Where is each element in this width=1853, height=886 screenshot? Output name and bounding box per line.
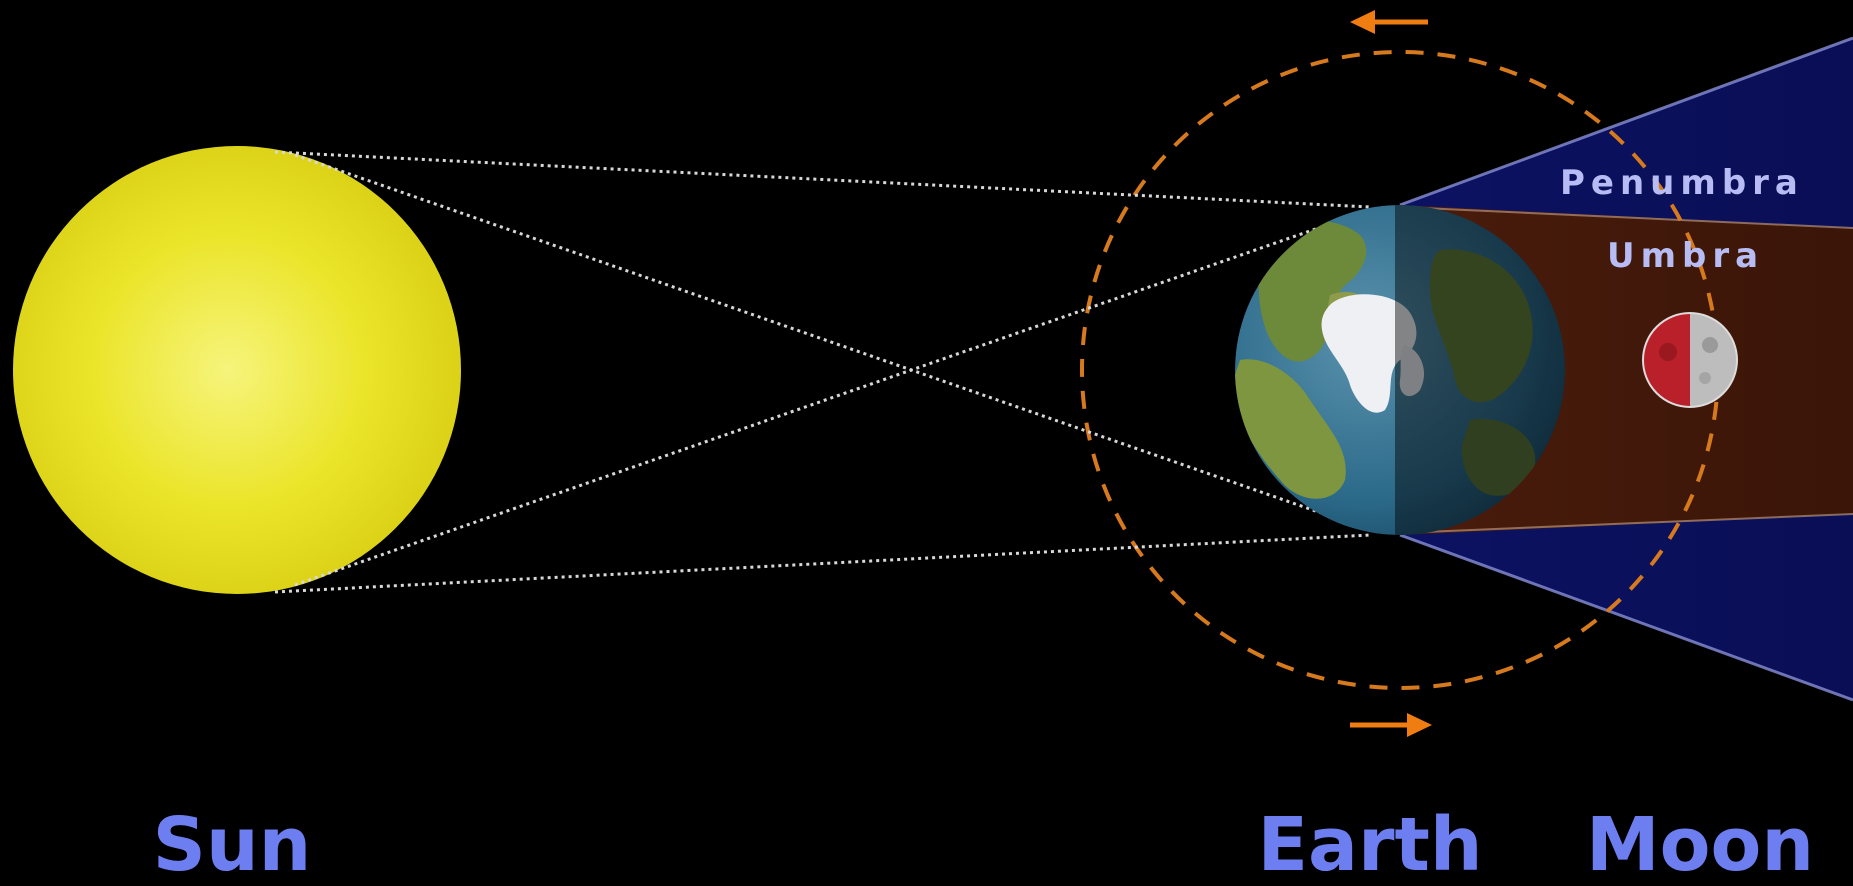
sun: [13, 146, 461, 594]
sight-line-top-outer: [274, 150, 1371, 209]
sight-line-bottom-outer: [274, 533, 1371, 594]
penumbra-edge-top: [1399, 36, 1853, 207]
sight-line-cross-1: [294, 153, 1371, 532]
penumbra-label: Penumbra: [1560, 163, 1804, 203]
earth-label: Earth: [1257, 802, 1482, 886]
umbra-label: Umbra: [1607, 236, 1764, 276]
earth: [1235, 205, 1565, 535]
penumbra-edge-bottom: [1399, 533, 1853, 702]
umbra-edge-top: [1399, 206, 1853, 229]
sight-lines: [274, 150, 1371, 594]
umbra-edge-bottom: [1399, 513, 1853, 534]
sun-label: Sun: [153, 802, 312, 886]
arrow-right-icon: [1350, 713, 1432, 737]
arrow-left-icon: [1350, 10, 1428, 34]
moon-label: Moon: [1586, 802, 1814, 886]
sight-line-cross-2: [294, 208, 1371, 587]
